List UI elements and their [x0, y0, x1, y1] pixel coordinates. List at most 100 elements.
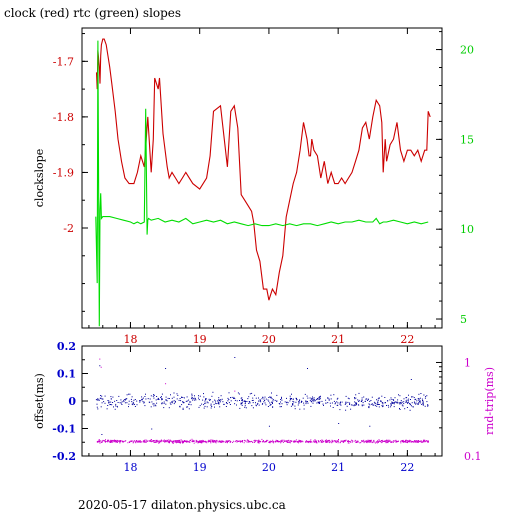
- rnd-trip-point: [335, 441, 337, 443]
- offset-point: [220, 399, 222, 401]
- offset-point: [251, 400, 253, 401]
- offset-point: [403, 403, 405, 405]
- rnd-trip-point: [228, 440, 230, 442]
- rnd-trip-point: [368, 440, 370, 442]
- offset-point: [280, 406, 282, 408]
- rnd-trip-point: [234, 441, 236, 443]
- rnd-trip-point: [191, 438, 193, 440]
- offset-point: [346, 405, 348, 407]
- rnd-trip-point: [414, 440, 416, 442]
- offset-point: [396, 402, 398, 404]
- offset-point: [229, 404, 231, 405]
- offset-point: [241, 404, 243, 406]
- rnd-trip-point: [299, 441, 301, 443]
- rnd-trip-point: [214, 441, 216, 443]
- rnd-trip-point: [321, 439, 323, 441]
- offset-point: [421, 404, 423, 405]
- offset-point: [165, 399, 167, 401]
- offset-point: [99, 365, 101, 367]
- offset-point: [225, 402, 227, 404]
- rnd-trip-point: [258, 441, 259, 443]
- rnd-trip-point: [363, 441, 365, 443]
- rnd-trip-point: [419, 441, 421, 442]
- rnd-trip-point: [203, 440, 204, 442]
- offset-point: [162, 398, 163, 400]
- offset-point: [408, 398, 410, 400]
- offset-point: [190, 404, 192, 406]
- offset-point: [422, 404, 424, 406]
- offset-point: [418, 400, 420, 402]
- rnd-trip-point: [177, 440, 179, 442]
- rnd-trip-point: [125, 440, 127, 442]
- offset-point: [240, 403, 242, 405]
- rnd-trip-point: [395, 441, 397, 443]
- rnd-trip-point: [257, 441, 259, 443]
- offset-point: [286, 404, 288, 406]
- rnd-trip-point: [146, 440, 148, 442]
- offset-point: [126, 398, 128, 400]
- offset-point: [131, 396, 133, 398]
- offset-point: [241, 399, 242, 401]
- offset-point: [236, 400, 238, 402]
- rnd-trip-point: [393, 441, 394, 443]
- rnd-trip-point: [400, 440, 402, 442]
- rnd-trip-point: [260, 440, 262, 442]
- offset-point: [363, 404, 365, 406]
- rnd-trip-point: [105, 441, 107, 442]
- rnd-trip-point: [395, 439, 397, 441]
- offset-point: [182, 407, 184, 409]
- offset-point: [358, 392, 360, 394]
- offset-point: [392, 402, 394, 404]
- offset-point: [424, 397, 426, 399]
- rnd-trip-point: [334, 440, 336, 442]
- rnd-trip-point: [240, 441, 242, 443]
- rnd-trip-point: [363, 442, 365, 444]
- offset-point: [327, 402, 329, 404]
- rnd-trip-point: [332, 440, 333, 442]
- offset-point: [152, 395, 154, 397]
- offset-point: [191, 396, 193, 398]
- rnd-trip-point: [427, 440, 429, 442]
- rnd-trip-point: [353, 440, 355, 442]
- rnd-trip-point: [294, 440, 296, 442]
- offset-point: [313, 398, 315, 400]
- rnd-trip-point: [321, 441, 323, 443]
- offset-point: [190, 401, 192, 403]
- rnd-trip-point: [371, 441, 373, 443]
- offset-point: [173, 392, 175, 394]
- offset-point: [212, 401, 214, 403]
- series-points-rnd-trip: [96, 358, 429, 444]
- offset-point: [211, 395, 213, 397]
- offset-point: [409, 404, 411, 406]
- rnd-trip-point: [197, 442, 199, 444]
- offset-point: [130, 398, 132, 400]
- offset-point: [182, 402, 184, 404]
- offset-point: [355, 402, 357, 404]
- offset-point: [340, 401, 341, 403]
- rnd-trip-point: [325, 439, 327, 441]
- offset-point: [204, 402, 206, 404]
- rnd-trip-point: [286, 440, 288, 442]
- rnd-trip-point: [426, 440, 428, 442]
- offset-point: [345, 402, 347, 404]
- offset-point: [133, 399, 135, 401]
- offset-point: [328, 399, 330, 401]
- offset-point: [230, 400, 232, 402]
- rnd-trip-point: [131, 440, 132, 442]
- bottom-left-tick-label: -0.1: [52, 423, 76, 436]
- offset-point: [304, 393, 306, 395]
- offset-point: [98, 399, 100, 401]
- offset-point: [142, 397, 144, 399]
- offset-point: [270, 403, 272, 405]
- rnd-trip-point: [155, 441, 157, 442]
- offset-point: [365, 398, 367, 400]
- bottom-left-tick-label: 0: [68, 395, 76, 408]
- rnd-trip-point: [116, 442, 118, 443]
- offset-point: [104, 395, 106, 397]
- offset-point: [215, 400, 217, 402]
- offset-point: [354, 404, 356, 406]
- rnd-trip-point: [99, 358, 101, 360]
- offset-point: [312, 402, 314, 404]
- rnd-trip-point: [162, 440, 164, 442]
- offset-point: [307, 397, 309, 399]
